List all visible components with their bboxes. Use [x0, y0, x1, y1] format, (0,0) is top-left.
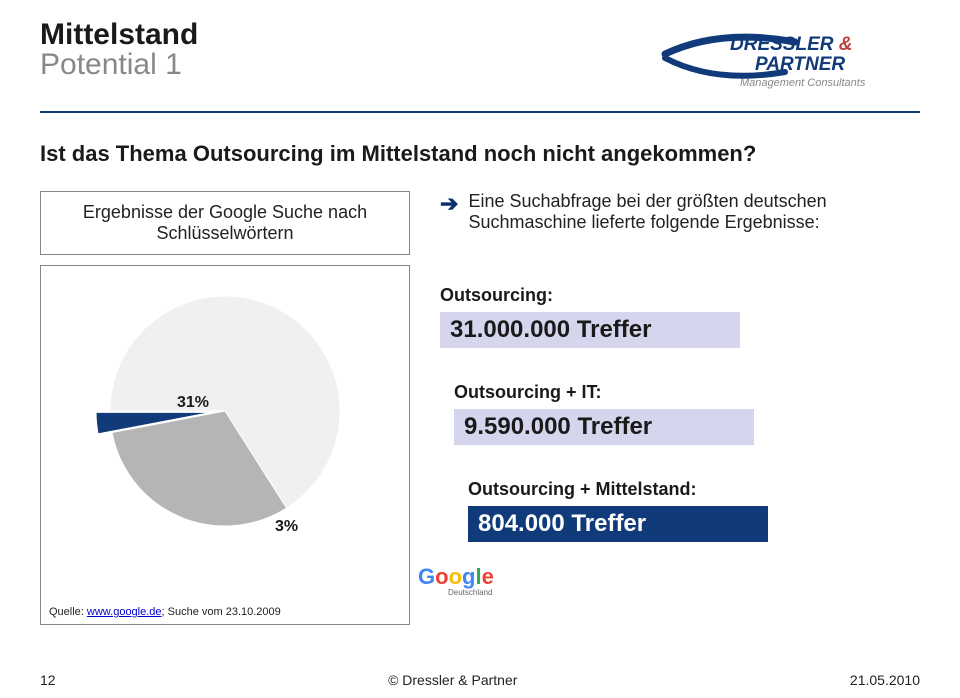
footer-date: 21.05.2010 [850, 672, 920, 688]
left-box-line2: Schlüsselwörtern [55, 223, 395, 244]
result-label: Outsourcing: [440, 285, 920, 306]
google-logo: Google Deutschland [418, 562, 513, 603]
right-intro-block: ➔ Eine Suchabfrage bei der größten deuts… [440, 191, 920, 255]
result-block: Outsourcing + Mittelstand: 804.000 Treffe… [468, 479, 920, 542]
left-box-line1: Ergebnisse der Google Suche nach [55, 202, 395, 223]
slide-header: Mittelstand Potential 1 DRESSLER & PARTN… [0, 0, 960, 97]
result-value-bar: 31.000.000 Treffer [440, 312, 740, 348]
intro-row: Ergebnisse der Google Suche nach Schlüss… [40, 191, 920, 255]
logo-text-bottom: PARTNER [755, 54, 845, 75]
result-block: Outsourcing + IT: 9.590.000 Treffer [454, 382, 920, 445]
chart-column: 31% 3% Quelle: www.google.de; Suche vom … [40, 265, 410, 625]
arrow-icon: ➔ [440, 193, 458, 215]
result-value-bar: 804.000 Treffer [468, 506, 768, 542]
title-line-1: Mittelstand [40, 18, 198, 52]
source-suffix: ; Suche vom 23.10.2009 [162, 606, 281, 618]
header-divider [40, 111, 920, 113]
logo-text-top: DRESSLER & [730, 34, 852, 55]
chart-frame: 31% 3% Quelle: www.google.de; Suche vom … [40, 265, 410, 625]
pie-chart: 31% 3% [95, 286, 355, 546]
logo-tagline: Management Consultants [740, 77, 866, 89]
svg-text:Deutschland: Deutschland [448, 588, 492, 597]
pie-label-31: 31% [177, 394, 209, 412]
slide-footer: 12 © Dressler & Partner 21.05.2010 [40, 672, 920, 688]
slide-question: Ist das Thema Outsourcing im Mittelstand… [40, 141, 920, 167]
chart-source: Quelle: www.google.de; Suche vom 23.10.2… [41, 600, 289, 624]
source-link[interactable]: www.google.de [87, 606, 162, 618]
right-intro-text: Eine Suchabfrage bei der größten deutsch… [468, 191, 920, 233]
title-block: Mittelstand Potential 1 [40, 18, 198, 82]
result-label: Outsourcing + IT: [454, 382, 920, 403]
svg-text:Google: Google [418, 564, 494, 589]
footer-copyright: © Dressler & Partner [388, 672, 517, 688]
pie-label-3: 3% [275, 518, 298, 536]
company-logo: DRESSLER & PARTNER Management Consultant… [660, 18, 920, 97]
result-label: Outsourcing + Mittelstand: [468, 479, 920, 500]
left-box: Ergebnisse der Google Suche nach Schlüss… [40, 191, 410, 255]
title-line-2: Potential 1 [40, 48, 198, 82]
result-value-bar: 9.590.000 Treffer [454, 409, 754, 445]
footer-page: 12 [40, 672, 56, 688]
result-block: Outsourcing: 31.000.000 Treffer [440, 285, 920, 348]
source-prefix: Quelle: [49, 606, 87, 618]
